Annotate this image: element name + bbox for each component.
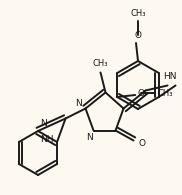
Text: NH: NH: [40, 136, 54, 144]
Text: O: O: [138, 89, 145, 98]
Text: CH₃: CH₃: [130, 9, 146, 18]
Text: N: N: [75, 99, 82, 108]
Text: O: O: [138, 139, 145, 148]
Text: CH₃: CH₃: [157, 89, 173, 98]
Text: O: O: [134, 30, 141, 40]
Text: HN: HN: [163, 72, 176, 81]
Text: N: N: [41, 119, 47, 128]
Text: CH₃: CH₃: [93, 59, 108, 68]
Text: N: N: [86, 133, 93, 142]
